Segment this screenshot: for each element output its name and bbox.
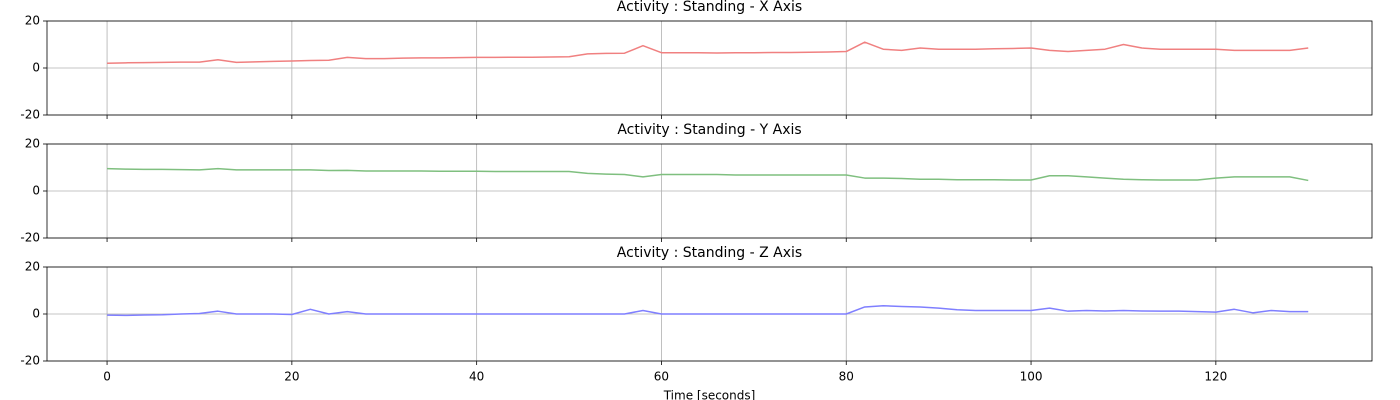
y-tick-label: -20 [20,354,40,368]
x-tick-label: 80 [839,370,854,384]
y-tick-label: -20 [20,231,40,245]
y-tick-label: 0 [32,61,40,75]
subplot-title: Activity : Standing - Z Axis [617,245,802,261]
y-tick-label: 20 [25,14,40,28]
y-tick-label: 20 [25,137,40,151]
x-axis-label: Time [seconds] [663,389,756,400]
x-tick-label: 100 [1020,370,1043,384]
axes-frame [46,143,1373,239]
x-tick-label: 60 [654,370,669,384]
x-tick-label: 40 [469,370,484,384]
axes-frame [46,20,1373,116]
subplot-title: Activity : Standing - Y Axis [617,122,801,138]
data-line [107,167,1309,182]
y-tick-label: 20 [25,260,40,274]
subplot-title: Activity : Standing - X Axis [617,0,802,15]
y-tick-label: 0 [32,184,40,198]
y-tick-label: 0 [32,307,40,321]
x-tick-label: 120 [1204,370,1227,384]
data-line [107,305,1309,317]
y-tick-label: -20 [20,108,40,122]
x-tick-label: 20 [284,370,299,384]
axes-frame [46,266,1373,362]
data-line [107,41,1309,65]
x-tick-label: 0 [103,370,111,384]
